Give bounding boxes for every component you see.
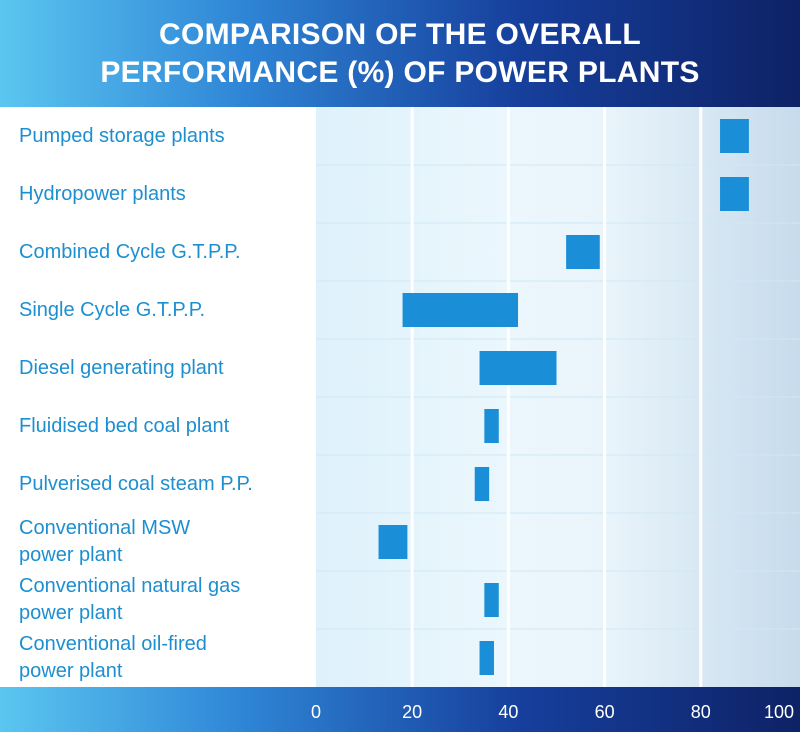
category-label-line: Conventional MSW [19, 517, 191, 539]
category-label-line: power plant [19, 660, 123, 682]
category-label-7: Conventional MSW power plant [19, 515, 309, 569]
bar-5 [484, 409, 499, 443]
bar-6 [474, 467, 490, 501]
category-label-line: Hydropower plants [19, 182, 186, 205]
category-label-line: Single Cycle G.T.P.P. [19, 298, 206, 321]
category-label-3: Single Cycle G.T.P.P. [19, 297, 309, 324]
category-label-line: Pumped storage plants [19, 124, 225, 147]
category-label-line: Combined Cycle G.T.P.P. [19, 240, 241, 263]
category-label-9: Conventional oil-fired power plant [19, 631, 309, 685]
category-label-0: Pumped storage plants [19, 123, 309, 150]
bar-2 [566, 235, 600, 269]
category-label-4: Diesel generating plant [19, 355, 309, 382]
category-label-5: Fluidised bed coal plant [19, 413, 309, 440]
category-label-line: Conventional oil-fired [19, 633, 207, 655]
category-label-line: power plant [19, 544, 123, 566]
x-tick-label-100: 100 [764, 702, 794, 722]
x-tick-label-80: 80 [691, 702, 711, 722]
category-label-line: Diesel generating plant [19, 356, 224, 379]
bar-9 [479, 641, 494, 675]
bar-1 [720, 177, 749, 211]
bar-7 [378, 525, 408, 559]
category-label-line: Fluidised bed coal plant [19, 414, 230, 437]
x-tick-label-0: 0 [311, 702, 321, 722]
category-label-line: Pulverised coal steam P.P. [19, 472, 253, 495]
category-label-line: power plant [19, 602, 123, 624]
bar-0 [720, 119, 749, 153]
x-tick-label-40: 40 [498, 702, 518, 722]
x-tick-label-60: 60 [595, 702, 615, 722]
x-axis-band [0, 687, 800, 732]
category-label-line: Conventional natural gas [19, 575, 241, 597]
category-label-8: Conventional natural gas power plant [19, 573, 309, 627]
category-labels-column: Pumped storage plants Hydropower plants Co… [0, 107, 316, 687]
category-label-1: Hydropower plants [19, 181, 309, 208]
chart-title-line-2: PERFORMANCE (%) OF POWER PLANTS [100, 55, 700, 89]
category-label-2: Combined Cycle G.T.P.P. [19, 239, 309, 266]
x-tick-label-20: 20 [402, 702, 422, 722]
chart-title-line-1: COMPARISON OF THE OVERALL [159, 17, 641, 51]
chart-header: COMPARISON OF THE OVERALL PERFORMANCE (%… [0, 0, 800, 107]
bar-8 [484, 583, 499, 617]
bar-3 [402, 293, 519, 327]
category-label-6: Pulverised coal steam P.P. [19, 471, 309, 498]
bar-4 [479, 351, 557, 385]
